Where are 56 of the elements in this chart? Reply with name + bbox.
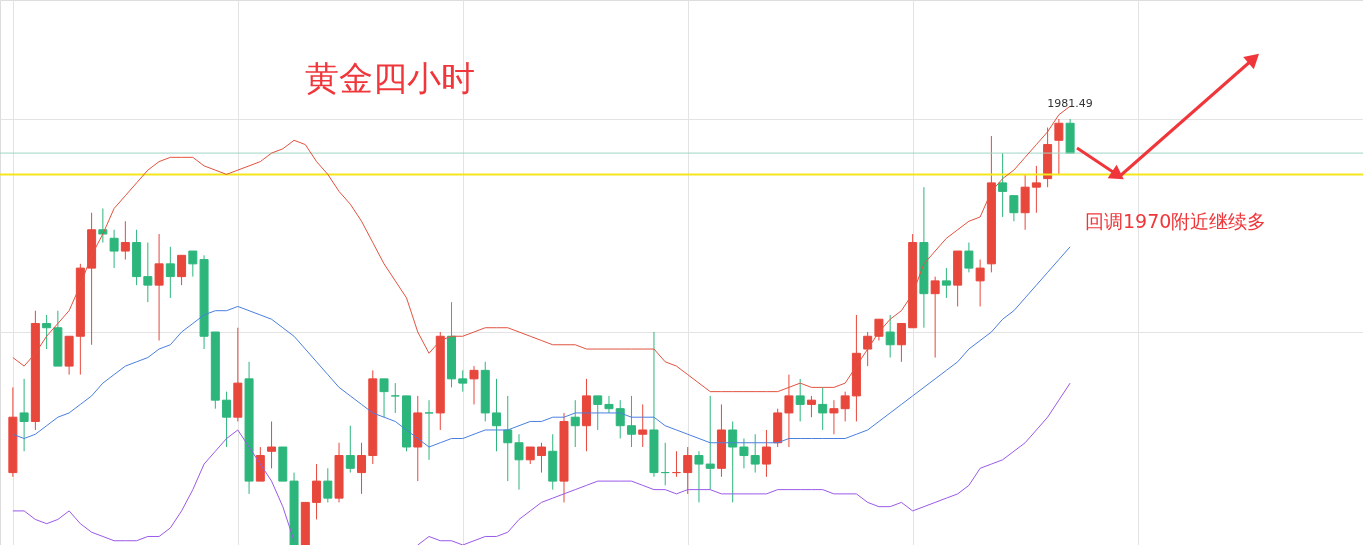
candlestick: [19, 378, 29, 452]
candlestick: [806, 395, 816, 418]
candlestick: [345, 425, 355, 474]
candlestick: [615, 399, 625, 439]
candlestick: [458, 369, 468, 393]
candlestick: [469, 365, 479, 405]
candlestick: [593, 395, 603, 431]
chart-title: 黄金四小时: [305, 58, 475, 98]
candlestick: [1054, 118, 1064, 175]
candlestick: [739, 438, 749, 469]
candlestick: [323, 467, 333, 503]
candlestick: [795, 378, 805, 422]
candlestick: [165, 246, 175, 299]
candlestick: [638, 403, 648, 448]
candlestick: [896, 322, 906, 363]
candlestick: [829, 399, 839, 435]
candlestick: [109, 229, 119, 269]
candlestick: [728, 420, 738, 503]
candlestick: [750, 433, 760, 474]
candlestick: [941, 267, 951, 299]
candlestick: [570, 399, 580, 448]
candlestick: [390, 382, 400, 414]
candlestick: [267, 420, 277, 469]
candlestick: [379, 378, 389, 418]
candlestick: [840, 391, 850, 422]
candlestick: [424, 399, 434, 461]
candlestick: [1031, 165, 1041, 214]
candlestick: [154, 233, 164, 342]
text: 回调1970附近继续多: [1085, 210, 1267, 232]
candlestick: [694, 450, 704, 503]
candlestick: [818, 386, 828, 431]
candlestick: [492, 378, 502, 452]
candlestick: [705, 395, 715, 491]
candlestick: [222, 391, 232, 448]
candlestick: [312, 463, 322, 520]
candlestick: [964, 242, 974, 273]
candlestick: [1009, 195, 1019, 222]
candlestick: [604, 395, 614, 414]
candlestick: [930, 276, 940, 359]
candlestick: [357, 442, 367, 495]
candlestick: [188, 250, 198, 278]
candlestick: [177, 254, 187, 286]
candlestick: [975, 259, 985, 307]
candlestick: [626, 395, 636, 448]
candlestick: [514, 433, 524, 491]
candlestick: [120, 220, 130, 261]
candlestick: [143, 242, 153, 303]
candlestick: [863, 331, 873, 367]
candlestick: [42, 314, 52, 350]
candlestick: [761, 429, 771, 478]
candlestick: [503, 395, 513, 482]
candlestick: [537, 442, 546, 474]
candlestick: [885, 314, 895, 359]
annotation: 1981.49: [1047, 97, 1093, 110]
candlestick: [998, 152, 1008, 218]
candlestick: [683, 446, 693, 495]
